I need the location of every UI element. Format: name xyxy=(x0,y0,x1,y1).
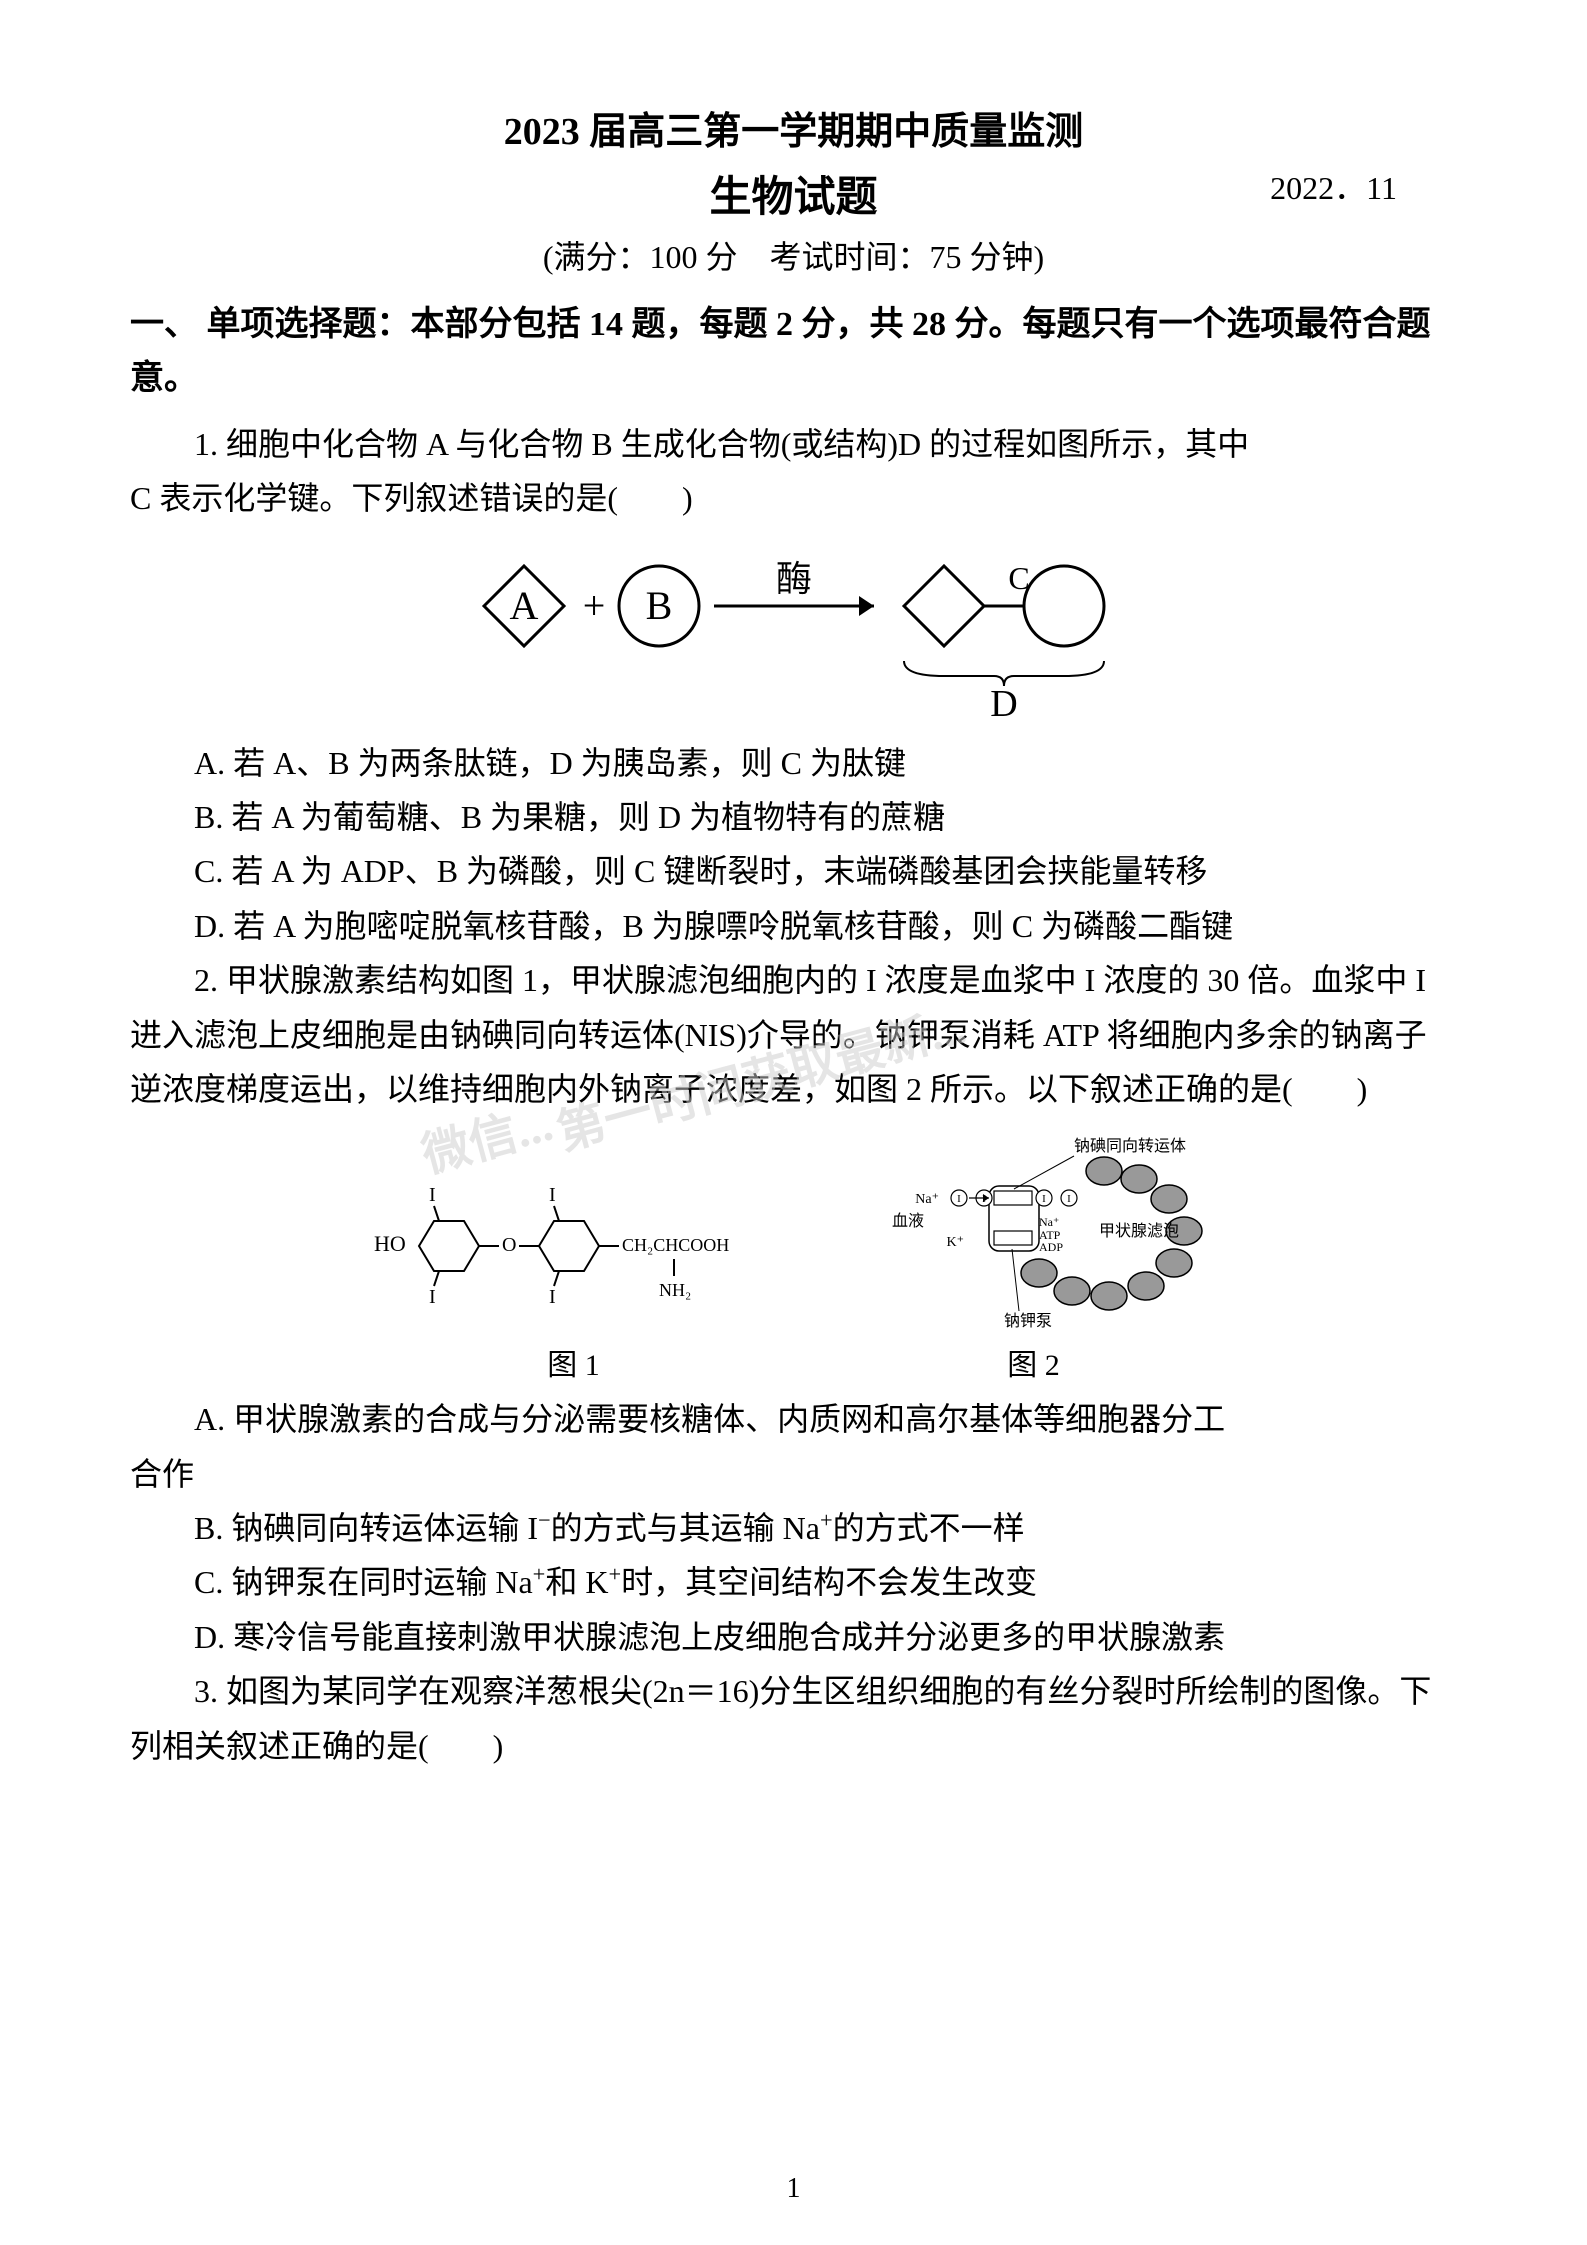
q2-diagrams: HO I I O I I CH₂CHCOOH NH₂ 图 1 xyxy=(130,1131,1457,1384)
q2-fig1-wrapper: HO I I O I I CH₂CHCOOH NH₂ 图 1 xyxy=(364,1171,784,1384)
q2-fig1-I2: I xyxy=(429,1286,436,1308)
exam-subtitle: 生物试题 xyxy=(709,163,877,224)
q2-fig1-label: 图 1 xyxy=(364,1340,784,1384)
q2-option-A-line1: A. 甲状腺激素的合成与分泌需要核糖体、内质网和高尔基体等细胞器分工 xyxy=(194,1392,1457,1446)
q2-option-D: D. 寒冷信号能直接刺激甲状腺滤泡上皮细胞合成并分泌更多的甲状腺激素 xyxy=(194,1610,1457,1664)
q2-fig2-pump: 钠钾泵 xyxy=(1004,1312,1052,1330)
exam-duration: (满分：100 分 考试时间：75 分钟) xyxy=(130,232,1457,278)
q2-option-B: B. 钠碘同向转运体运输 I−的方式与其运输 Na+的方式不一样 xyxy=(194,1501,1457,1555)
subtitle-row: 生物试题 2022．11 xyxy=(130,163,1457,224)
page-number: 1 xyxy=(787,2173,801,2205)
q1-enzyme-label: 酶 xyxy=(775,559,811,599)
q2-option-C: C. 钠钾泵在同时运输 Na+和 K+时，其空间结构不会发生改变 xyxy=(194,1555,1457,1609)
q2-fig2-wrapper: I I I I Na⁺ 血液 Na⁺ ATP ADP K⁺ 钠碘同向转运体 甲状… xyxy=(844,1131,1224,1384)
q1-diagram: A + B 酶 C D xyxy=(130,541,1457,721)
q1-option-C: C. 若 A 为 ADP、B 为磷酸，则 C 键断裂时，末端磷酸基团会挟能量转移 xyxy=(194,844,1457,898)
q2-fig1-I1: I xyxy=(429,1184,436,1206)
svg-text:I: I xyxy=(957,1193,961,1205)
svg-text:I: I xyxy=(1042,1193,1046,1205)
q2-fig2-follicle: 甲状腺滤泡 xyxy=(1099,1222,1179,1240)
q1-plus-icon: + xyxy=(582,583,605,628)
exam-date: 2022．11 xyxy=(1270,163,1397,209)
q2-fig1-chain: CH₂CHCOOH xyxy=(622,1235,729,1255)
q3-stem: 3. 如图为某同学在观察洋葱根尖(2n＝16)分生区组织细胞的有丝分裂时所绘制的… xyxy=(130,1664,1457,1773)
q2-fig2-transporter: 钠碘同向转运体 xyxy=(1074,1137,1186,1155)
q1-stem-line2: C 表示化学键。下列叙述错误的是( ) xyxy=(130,471,1457,525)
q1-label-A: A xyxy=(509,583,538,628)
q2-fig2-K: K⁺ xyxy=(946,1235,964,1250)
q2-fig2-ADP: ADP xyxy=(1039,1240,1063,1254)
q2-fig1-NH2: NH₂ xyxy=(659,1280,691,1300)
section-1-title: 一、 单项选择题：本部分包括 14 题，每题 2 分，共 28 分。每题只有一个… xyxy=(130,298,1457,407)
q2-fig1-I3: I xyxy=(549,1184,556,1206)
q1-label-B: B xyxy=(645,583,672,628)
q1-option-B: B. 若 A 为葡萄糖、B 为果糖，则 D 为植物特有的蔗糖 xyxy=(194,790,1457,844)
q2-fig1-HO: HO xyxy=(374,1231,406,1256)
q1-label-D: D xyxy=(990,683,1017,721)
q2-fig2-Na1: Na⁺ xyxy=(915,1192,939,1207)
q2-fig2-blood: 血液 xyxy=(891,1212,923,1230)
svg-text:I: I xyxy=(1067,1193,1071,1205)
q1-option-A: A. 若 A、B 为两条肽链，D 为胰岛素，则 C 为肽键 xyxy=(194,736,1457,790)
q2-option-A-line2: 合作 xyxy=(130,1447,1457,1501)
q2-fig1-O: O xyxy=(502,1234,516,1256)
q1-option-D: D. 若 A 为胞嘧啶脱氧核苷酸，B 为腺嘌呤脱氧核苷酸，则 C 为磷酸二酯键 xyxy=(194,899,1457,953)
exam-main-title: 2023 届高三第一学期期中质量监测 xyxy=(130,100,1457,155)
q2-fig2-Na2: Na⁺ xyxy=(1039,1215,1059,1229)
q2-fig2-label: 图 2 xyxy=(844,1340,1224,1384)
q1-stem-line1: 1. 细胞中化合物 A 与化合物 B 生成化合物(或结构)D 的过程如图所示，其… xyxy=(130,417,1457,471)
q2-stem: 2. 甲状腺激素结构如图 1，甲状腺滤泡细胞内的 I 浓度是血浆中 I 浓度的 … xyxy=(130,953,1457,1116)
q2-fig1-I4: I xyxy=(549,1286,556,1308)
